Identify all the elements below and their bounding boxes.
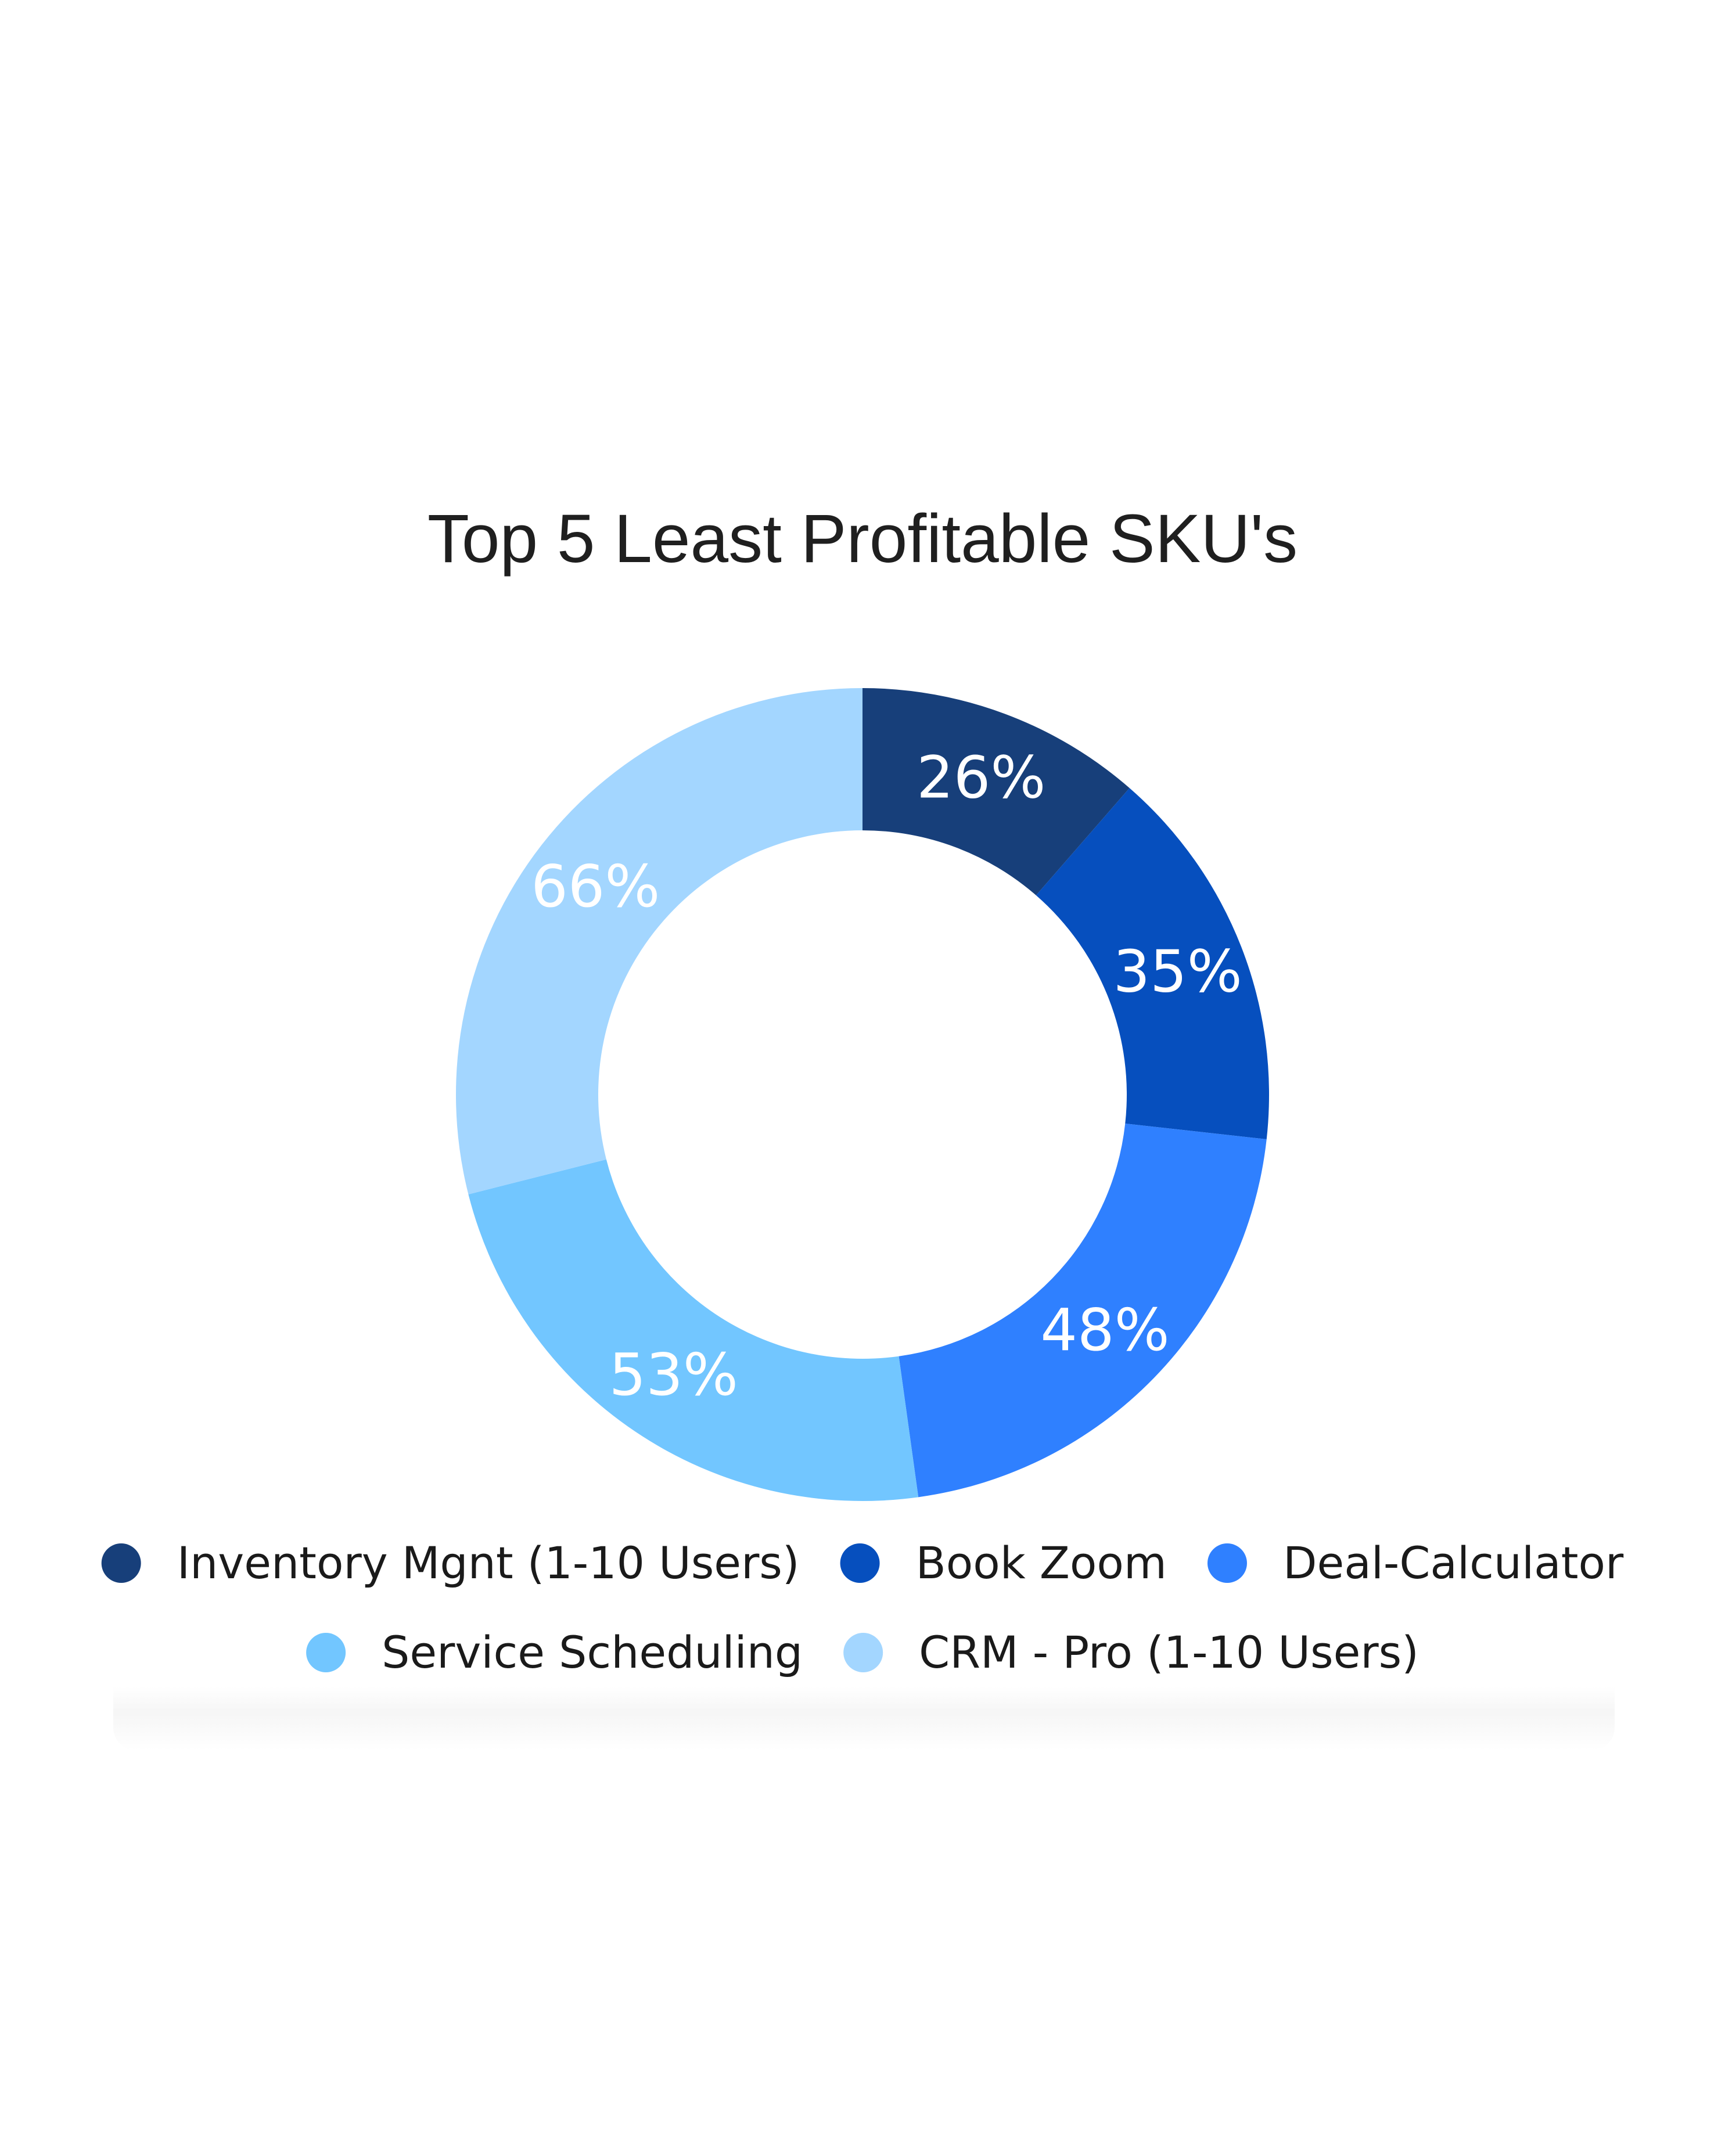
donut-slices [456,688,1269,1501]
legend-item-2[interactable]: Book Zoom [840,1537,1167,1589]
slice-label-3: 48% [1040,1296,1169,1364]
legend-item-5[interactable]: CRM - Pro (1-10 Users) [843,1626,1419,1678]
legend-swatch-4 [306,1633,346,1672]
card-shadow-edge [113,1687,1615,1751]
slice-label-4: 53% [609,1341,738,1409]
legend-label-5: CRM - Pro (1-10 Users) [919,1626,1419,1678]
legend-label-3: Deal-Calculator [1283,1537,1624,1589]
legend-label-4: Service Scheduling [382,1626,803,1678]
chart-title: Top 5 Least Profitable SKU's [427,501,1298,577]
legend-swatch-5 [843,1633,883,1672]
slice-labels: 26% 35% 48% 53% 66% [531,743,1242,1409]
legend-swatch-2 [840,1543,880,1583]
legend-label-1: Inventory Mgnt (1-10 Users) [177,1537,800,1589]
donut-slice-5 [456,688,862,1194]
legend-item-3[interactable]: Deal-Calculator [1207,1537,1624,1589]
legend-label-2: Book Zoom [916,1537,1167,1589]
legend: Inventory Mgnt (1-10 Users) Book Zoom Deal… [101,1537,1624,1678]
legend-swatch-1 [101,1543,141,1583]
slice-label-2: 35% [1113,937,1242,1005]
legend-swatch-3 [1207,1543,1247,1583]
donut-slice-3 [899,1124,1267,1498]
slice-label-5: 66% [531,852,660,920]
legend-item-1[interactable]: Inventory Mgnt (1-10 Users) [101,1537,800,1589]
slice-label-1: 26% [917,743,1045,811]
donut-slice-4 [468,1159,919,1501]
legend-item-4[interactable]: Service Scheduling [306,1626,803,1678]
donut-slice-1 [862,688,1130,895]
donut-slice-2 [1036,788,1269,1140]
